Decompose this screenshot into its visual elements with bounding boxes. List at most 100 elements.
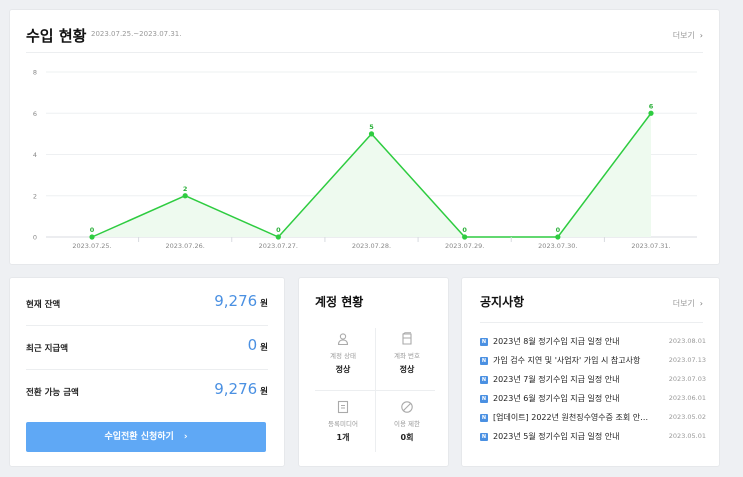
account-title: 계정 현황 <box>315 295 364 309</box>
chevron-right-icon: › <box>699 31 703 40</box>
account-bank: 계좌 번호 정상 <box>375 322 439 390</box>
account-restriction: 이용 제한 0회 <box>375 390 439 458</box>
data-label: 0 <box>276 226 281 234</box>
y-tick-label: 2 <box>33 192 37 200</box>
revenue-chart: 0 2 4 6 8 2023.07.25. 2023.07.26. 2023.07.27. 20… <box>33 69 697 250</box>
document-icon <box>337 400 349 414</box>
currency-unit: 원 <box>260 343 268 353</box>
x-tick-label: 2023.07.30. <box>538 242 577 250</box>
apply-conversion-label: 수입전환 신청하기 <box>104 432 174 442</box>
divider <box>480 322 703 323</box>
data-point <box>648 110 654 116</box>
notice-item[interactable]: N 2023년 5월 정기수입 지급 일정 안내 2023.05.01 <box>480 431 706 450</box>
notice-text: 2023년 7월 정기수입 지급 일정 안내 <box>493 375 620 384</box>
notice-text: 2023년 5월 정기수입 지급 일정 안내 <box>493 432 620 441</box>
notice-item[interactable]: N [업데이트] 2022년 원천징수영수증 조회 안… 2023.05.02 <box>480 412 706 431</box>
divider <box>315 390 435 391</box>
notice-list: N 2023년 8월 정기수입 지급 일정 안내 2023.08.01 N 가입 검수… <box>480 336 706 450</box>
currency-unit: 원 <box>260 299 268 309</box>
y-tick-label: 6 <box>33 110 37 118</box>
account-grid: 계정 상태 정상 계좌 번호 정상 등록미디어 1개 이용 제한 0회 <box>311 322 439 458</box>
revenue-card: 수입 현황 2023.07.25.~2023.07.31. 더보기 › 0 2 4 6 8… <box>9 9 720 265</box>
account-media: 등록미디어 1개 <box>311 390 375 458</box>
x-tick-label: 2023.07.26. <box>166 242 205 250</box>
bank-icon <box>402 332 412 345</box>
chevron-right-icon: › <box>183 432 188 442</box>
divider <box>26 52 703 53</box>
data-label: 0 <box>556 226 561 234</box>
account-status: 계정 상태 정상 <box>311 322 375 390</box>
notice-item[interactable]: N 2023년 8월 정기수입 지급 일정 안내 2023.08.01 <box>480 336 706 355</box>
data-label: 0 <box>462 226 467 234</box>
notice-badge-icon: N <box>480 395 488 403</box>
x-tick-label: 2023.07.27. <box>259 242 298 250</box>
y-tick-label: 4 <box>33 151 37 159</box>
account-bank-value: 정상 <box>399 365 415 374</box>
balance-label: 현재 잔액 <box>26 300 61 310</box>
chevron-right-icon: › <box>699 299 703 308</box>
notice-more-link[interactable]: 더보기 › <box>673 298 703 309</box>
account-restriction-value: 0회 <box>400 433 414 442</box>
notice-date: 2023.07.03 <box>668 375 706 383</box>
notice-text: 2023년 6월 정기수입 지급 일정 안내 <box>493 394 620 403</box>
notice-item[interactable]: N 가입 검수 지연 및 '사업자' 가입 시 참고사항 2023.07.13 <box>480 355 706 374</box>
notice-text: 가입 검수 지연 및 '사업자' 가입 시 참고사항 <box>493 356 641 365</box>
block-icon <box>401 401 413 413</box>
currency-unit: 원 <box>260 387 268 397</box>
notice-date: 2023.08.01 <box>668 337 706 345</box>
balance-label: 최근 지급액 <box>26 344 69 354</box>
revenue-title: 수입 현황 <box>26 27 87 45</box>
data-point <box>182 193 188 199</box>
balance-amount: 9,276 <box>214 380 258 398</box>
notice-item[interactable]: N 2023년 6월 정기수입 지급 일정 안내 2023.06.01 <box>480 393 706 412</box>
revenue-more-label: 더보기 <box>672 31 695 40</box>
x-tick-label: 2023.07.28. <box>352 242 391 250</box>
notice-date: 2023.05.02 <box>668 413 706 421</box>
x-tick-label: 2023.07.25. <box>72 242 111 250</box>
data-point <box>275 234 281 240</box>
account-status-value: 정상 <box>335 365 351 374</box>
data-point <box>555 234 561 240</box>
notice-badge-icon: N <box>480 414 488 422</box>
notice-badge-icon: N <box>480 338 488 346</box>
balance-row-current: 현재 잔액 9,276 원 <box>26 282 268 326</box>
revenue-period: 2023.07.25.~2023.07.31. <box>91 30 182 38</box>
notice-text: [업데이트] 2022년 원천징수영수증 조회 안… <box>493 413 649 422</box>
data-label: 6 <box>649 102 654 110</box>
balance-label: 전환 가능 금액 <box>26 388 79 398</box>
notice-badge-icon: N <box>480 357 488 365</box>
data-label: 0 <box>90 226 95 234</box>
notice-card: 공지사항 더보기 › N 2023년 8월 정기수입 지급 일정 안내 2023.08… <box>461 277 720 467</box>
notice-badge-icon: N <box>480 376 488 384</box>
series-area <box>92 113 651 237</box>
apply-conversion-button[interactable]: 수입전환 신청하기 › <box>26 422 266 452</box>
y-tick-label: 0 <box>33 234 37 242</box>
account-restriction-label: 이용 제한 <box>394 420 420 428</box>
balance-row-convertible: 전환 가능 금액 9,276 원 <box>26 370 268 414</box>
data-label: 5 <box>369 123 374 131</box>
account-card: 계정 현황 계정 상태 정상 계좌 번호 정상 등록미디어 1개 이용 제한 0… <box>298 277 449 467</box>
notice-date: 2023.07.13 <box>668 356 706 364</box>
revenue-more-link[interactable]: 더보기 › <box>673 30 703 41</box>
notice-badge-icon: N <box>480 433 488 441</box>
balance-value: 9,276 원 <box>214 292 268 310</box>
account-bank-label: 계좌 번호 <box>394 352 420 360</box>
x-tick-label: 2023.07.29. <box>445 242 484 250</box>
balance-amount: 0 <box>247 336 258 354</box>
notice-more-label: 더보기 <box>672 299 695 308</box>
x-tick-label: 2023.07.31. <box>631 242 670 250</box>
account-media-value: 1개 <box>336 433 350 442</box>
y-tick-label: 8 <box>33 69 37 77</box>
balance-value: 9,276 원 <box>214 380 268 398</box>
data-point <box>368 131 375 137</box>
notice-date: 2023.05.01 <box>668 432 706 440</box>
notice-item[interactable]: N 2023년 7월 정기수입 지급 일정 안내 2023.07.03 <box>480 374 706 393</box>
account-status-label: 계정 상태 <box>330 352 356 360</box>
notice-date: 2023.06.01 <box>668 394 706 402</box>
notice-title: 공지사항 <box>480 295 525 309</box>
data-point <box>89 234 95 240</box>
account-media-label: 등록미디어 <box>328 420 358 428</box>
